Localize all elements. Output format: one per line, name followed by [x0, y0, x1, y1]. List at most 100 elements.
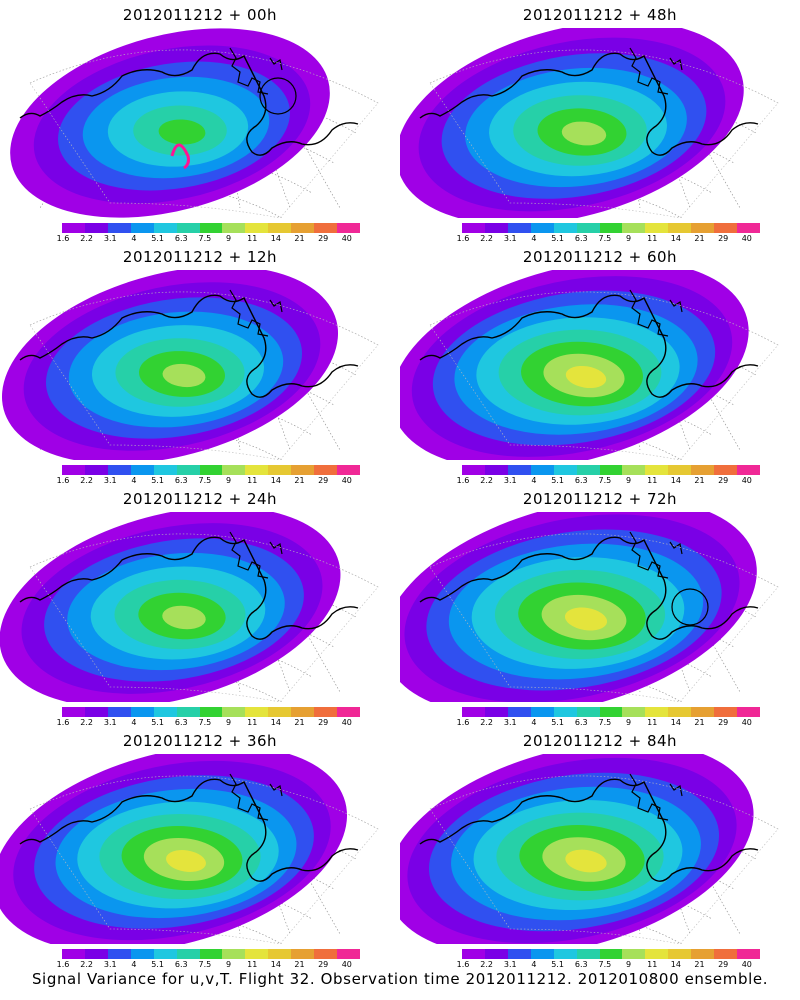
colorbar-swatch [222, 949, 246, 959]
colorbar-tick-label: 9 [626, 476, 632, 485]
panel-title: 2012011212 + 36h [122, 732, 278, 750]
colorbar-tick-label: 5.1 [551, 234, 564, 243]
colorbar-tick-label: 14 [270, 476, 281, 485]
coastline [19, 536, 359, 640]
colorbar-tick-label: 6.3 [574, 718, 588, 727]
colorbar-swatch [337, 949, 360, 959]
colorbar-swatch [130, 949, 154, 959]
colorbar-tick-label: 11 [247, 234, 258, 243]
colorbar-tick-label: 4 [131, 476, 137, 485]
arctic-islands [629, 773, 683, 821]
colorbar-swatch [484, 223, 508, 233]
variance-field [1, 270, 339, 460]
colorbar-tick-label: 2.2 [80, 476, 93, 485]
panel-title: 2012011212 + 60h [522, 248, 678, 266]
colorbar-swatch [176, 707, 200, 717]
colorbar-tick-label: 14 [270, 234, 281, 243]
colorbar-swatch [691, 949, 715, 959]
arctic-islands [229, 773, 283, 821]
variance-field [0, 512, 341, 702]
colorbar-swatch [291, 465, 315, 475]
target-circle [671, 588, 709, 626]
coastline [419, 778, 759, 882]
colorbar-tick-label: 1.6 [56, 718, 70, 727]
colorbar-tick-label: 29 [318, 476, 329, 485]
colorbar-tick-label: 4 [531, 960, 537, 969]
map-panel: 2012011212 + 24h 1.6 2.2 3.1 4 5.1 6.3 7.5 9 11 14… [0, 484, 400, 727]
panel-title: 2012011212 + 12h [122, 248, 278, 266]
colorbar-tick-label: 11 [647, 476, 658, 485]
map-panel: 2012011212 + 36h 1.6 2.2 3.1 4 5.1 6.3 7.5 9 11 14… [0, 726, 400, 969]
colorbar-tick-label: 7.5 [198, 960, 212, 969]
colorbar-swatch [314, 465, 338, 475]
colorbar-tick-label: 29 [718, 960, 729, 969]
colorbar-swatch [691, 223, 715, 233]
colorbar-swatch [737, 465, 760, 475]
variance-field [0, 754, 347, 944]
variance-field [400, 28, 744, 218]
map-panel: 2012011212 + 12h 1.6 2.2 3.1 4 5.1 6.3 7.5 9 11 14… [0, 242, 400, 485]
panel-title: 2012011212 + 72h [522, 490, 678, 508]
colorbar-swatch [462, 707, 485, 717]
colorbar-tick-label: 4 [131, 960, 137, 969]
colorbar-tick-label: 29 [318, 234, 329, 243]
colorbar-swatch [291, 949, 315, 959]
colorbar-tick-label: 40 [341, 476, 352, 485]
colorbar-swatch [507, 223, 531, 233]
colorbar-labels: 1.6 2.2 3.1 4 5.1 6.3 7.5 9 11 14 21 29 40 [450, 234, 770, 244]
colorbar-swatch [645, 465, 669, 475]
colorbar-swatch [291, 223, 315, 233]
colorbar-tick-label: 3.1 [103, 718, 117, 727]
colorbar-tick-label: 7.5 [598, 718, 612, 727]
colorbar-tick-label: 21 [694, 234, 705, 243]
colorbar-tick-label: 1.6 [456, 718, 470, 727]
colorbar-swatch [314, 223, 338, 233]
colorbar-tick-label: 11 [647, 960, 658, 969]
colorbar-tick-label: 6.3 [174, 234, 188, 243]
colorbar-tick-label: 1.6 [56, 960, 70, 969]
colorbar-swatch [199, 949, 223, 959]
coastline [19, 778, 359, 882]
colorbar-swatch [622, 707, 646, 717]
colorbar-swatch [714, 465, 738, 475]
colorbar-swatch [576, 707, 600, 717]
polar-projection-map [10, 28, 379, 218]
colorbar-tick-label: 11 [247, 476, 258, 485]
colorbar-swatch [314, 707, 338, 717]
polar-projection-map [400, 754, 779, 944]
arctic-islands [629, 531, 683, 579]
colorbar-tick-label: 29 [718, 718, 729, 727]
colorbar-tick-label: 1.6 [456, 476, 470, 485]
colorbar-swatch [668, 223, 692, 233]
colorbar-swatch [737, 707, 760, 717]
colorbar-swatch [199, 223, 223, 233]
colorbar-swatch [130, 465, 154, 475]
variance-field [400, 512, 757, 702]
colorbar-tick-label: 9 [226, 718, 232, 727]
colorbar-swatch [553, 465, 577, 475]
colorbar-swatch [84, 223, 108, 233]
colorbar-swatch [130, 223, 154, 233]
polar-projection-map [0, 754, 379, 944]
colorbar-tick-label: 9 [226, 476, 232, 485]
colorbar-swatch [107, 465, 131, 475]
colorbar-swatch [645, 949, 669, 959]
coastline [419, 52, 759, 156]
colorbar-swatch [84, 949, 108, 959]
colorbar-swatch [599, 465, 623, 475]
colorbar-swatch [153, 223, 177, 233]
colorbar-tick-label: 21 [294, 960, 305, 969]
arctic-islands [229, 289, 283, 337]
map-panel: 2012011212 + 72h 1.6 2.2 3.1 4 5.1 6.3 7.5 9 11 14… [400, 484, 800, 727]
arctic-islands [629, 289, 683, 337]
map-panel: 2012011212 + 00h 1.6 2.2 3.1 4 5.1 6.3 7.5 9 11 14… [0, 0, 400, 243]
colorbar [62, 223, 360, 233]
colorbar-swatch [130, 707, 154, 717]
colorbar-tick-label: 7.5 [198, 476, 212, 485]
colorbar-tick-label: 3.1 [503, 476, 517, 485]
figure-caption: Signal Variance for u,v,T. Flight 32. Ob… [31, 970, 769, 988]
colorbar-tick-label: 1.6 [456, 234, 470, 243]
colorbar-tick-label: 14 [670, 234, 681, 243]
colorbar-swatch [507, 707, 531, 717]
colorbar-tick-label: 3.1 [503, 960, 517, 969]
